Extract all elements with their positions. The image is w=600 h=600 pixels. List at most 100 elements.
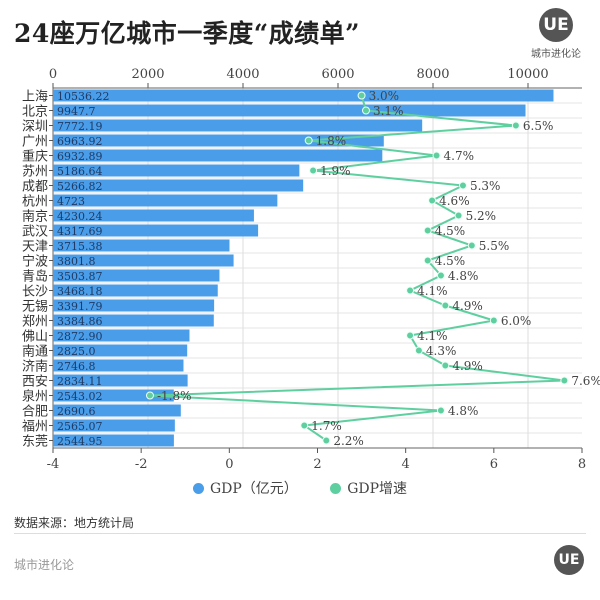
bar-value-label: 4230.24 <box>57 210 103 223</box>
data-source: 数据来源：地方统计局 <box>14 516 135 530</box>
category-label: 宁波 <box>22 254 48 270</box>
bottom-axis-tick-label: -4 <box>47 457 60 470</box>
legend-label: GDP增速 <box>347 481 408 497</box>
growth-point <box>441 361 450 370</box>
growth-value-label: 2.2% <box>333 434 364 448</box>
growth-line <box>149 95 565 442</box>
growth-point <box>309 166 318 175</box>
growth-point <box>436 406 445 415</box>
growth-point <box>489 316 498 325</box>
bar-青岛 <box>53 269 220 282</box>
growth-value-label: 5.5% <box>479 239 510 253</box>
bar-东莞 <box>53 434 174 447</box>
bar-佛山 <box>53 329 190 342</box>
bar-value-label: 2825.0 <box>57 345 96 358</box>
growth-point <box>454 211 463 220</box>
legend-item-growth[interactable]: GDP增速 <box>330 478 407 498</box>
bar-value-label: 3384.86 <box>57 315 103 328</box>
category-label: 郑州 <box>22 315 48 330</box>
category-label: 成都 <box>22 180 48 195</box>
bar-福州 <box>53 419 175 432</box>
bar-value-label: 2544.95 <box>57 435 103 448</box>
growth-point <box>441 301 450 310</box>
bar-无锡 <box>53 299 215 312</box>
bar-value-label: 5186.64 <box>57 165 103 178</box>
legend-item-gdp[interactable]: GDP（亿元） <box>192 478 298 498</box>
growth-value-label: 7.6% <box>571 374 600 388</box>
growth-point <box>361 106 370 115</box>
category-label: 东莞 <box>22 435 48 450</box>
category-label: 广州 <box>22 135 48 150</box>
bar-南通 <box>53 344 188 357</box>
growth-value-label: 3.1% <box>373 104 404 118</box>
bottom-axis-tick-label: 6 <box>490 457 498 470</box>
top-axis-tick-label: 0 <box>49 67 57 82</box>
growth-value-label: -1.8% <box>157 389 192 403</box>
top-axis-tick-label: 10000 <box>507 67 548 82</box>
category-label: 合肥 <box>22 405 48 420</box>
ue-logo-icon: UE <box>539 8 573 42</box>
legend-marker-icon <box>192 483 204 494</box>
growth-point <box>423 256 432 265</box>
category-label: 深圳 <box>22 120 48 135</box>
growth-value-label: 4.3% <box>426 344 457 358</box>
top-axis-tick-label: 2000 <box>131 67 164 82</box>
growth-value-label: 4.5% <box>435 224 466 238</box>
category-label: 无锡 <box>22 300 48 315</box>
bar-郑州 <box>53 314 214 327</box>
bar-value-label: 5266.82 <box>57 180 103 193</box>
bar-苏州 <box>53 164 300 177</box>
category-label: 长沙 <box>22 285 48 300</box>
bar-value-label: 2543.02 <box>57 390 103 403</box>
growth-point <box>432 151 441 160</box>
bar-value-label: 2746.8 <box>57 360 96 373</box>
growth-point <box>428 196 437 205</box>
bottom-axis-tick-label: -2 <box>135 457 148 470</box>
bar-value-label: 3801.8 <box>57 255 96 268</box>
chart-title: 24座万亿城市一季度“成绩单” <box>14 19 361 48</box>
category-label: 苏州 <box>22 164 48 180</box>
growth-value-label: 4.6% <box>439 194 470 208</box>
brand-name: 城市进化论 <box>531 49 581 60</box>
bar-value-label: 4317.69 <box>57 225 103 238</box>
category-label: 福州 <box>22 420 48 435</box>
growth-point <box>357 91 366 100</box>
bar-天津 <box>53 239 230 252</box>
growth-point <box>423 226 432 235</box>
growth-value-label: 3.0% <box>369 89 400 103</box>
bar-成都 <box>53 179 304 192</box>
divider <box>14 533 586 534</box>
bar-济南 <box>53 359 184 372</box>
category-label: 南京 <box>22 209 48 225</box>
bar-value-label: 3468.18 <box>57 285 103 298</box>
growth-value-label: 4.1% <box>417 284 448 298</box>
category-label: 青岛 <box>22 269 48 285</box>
category-label: 济南 <box>22 359 48 375</box>
growth-point <box>436 271 445 280</box>
bar-value-label: 4723 <box>57 195 85 208</box>
bar-value-label: 6932.89 <box>57 150 103 163</box>
growth-point <box>511 121 520 130</box>
category-label: 泉州 <box>22 389 48 405</box>
category-label: 天津 <box>22 240 48 255</box>
category-label: 上海 <box>22 90 48 105</box>
category-label: 西安 <box>22 375 48 390</box>
brand-logo: UE 城市进化论 <box>526 8 586 60</box>
top-axis-tick-label: 4000 <box>226 67 259 82</box>
bar-value-label: 3715.38 <box>57 240 103 253</box>
bar-南京 <box>53 209 254 222</box>
growth-value-label: 1.8% <box>316 134 347 148</box>
category-label: 佛山 <box>22 330 48 345</box>
bar-武汉 <box>53 224 259 237</box>
growth-point <box>406 286 415 295</box>
growth-value-label: 4.8% <box>448 404 479 418</box>
bottom-axis-tick-label: 8 <box>578 457 586 470</box>
bar-西安 <box>53 374 188 387</box>
category-label: 重庆 <box>22 149 48 165</box>
bar-合肥 <box>53 404 181 417</box>
growth-point <box>145 391 154 400</box>
bottom-axis-tick-label: 0 <box>225 457 233 470</box>
category-label: 北京 <box>22 105 48 120</box>
bar-value-label: 6963.92 <box>57 135 103 148</box>
bar-value-label: 2834.11 <box>57 375 103 388</box>
